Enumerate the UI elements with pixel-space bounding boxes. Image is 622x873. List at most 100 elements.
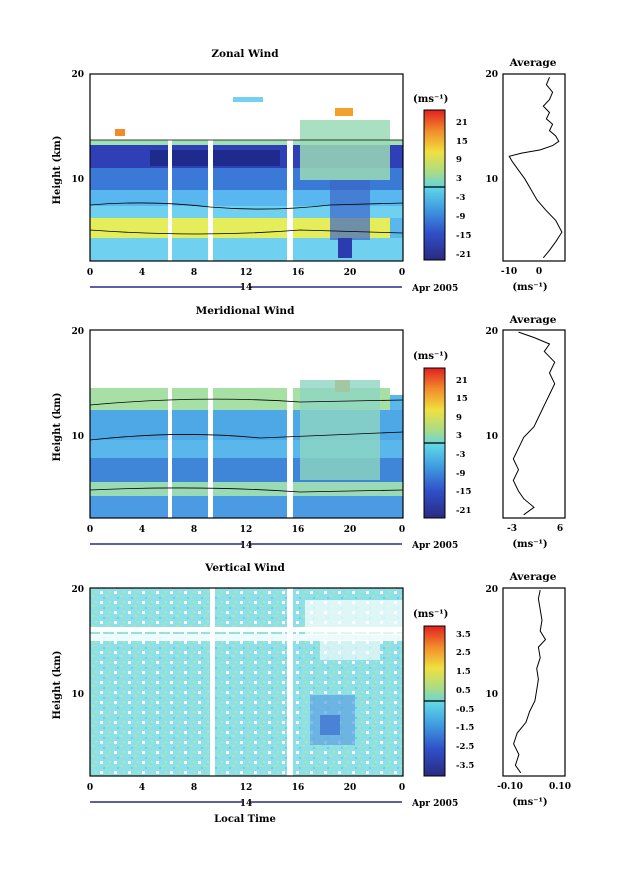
meridional-colorbar: (ms⁻¹) 21 15 9 3 -3 -9 -15 -21 bbox=[413, 351, 471, 519]
vertical-heatmap bbox=[90, 588, 403, 776]
svg-text:-0.5: -0.5 bbox=[456, 705, 474, 715]
vertical-ylabel: Height (km) bbox=[52, 651, 63, 720]
svg-text:20: 20 bbox=[485, 585, 498, 595]
meridional-ylabel: Height (km) bbox=[52, 393, 63, 462]
svg-text:-15: -15 bbox=[456, 487, 471, 497]
svg-text:3: 3 bbox=[456, 431, 462, 441]
svg-text:-9: -9 bbox=[456, 469, 466, 479]
svg-text:20: 20 bbox=[344, 525, 357, 535]
panel-meridional-wind: Meridional Wind 0 4 8 12 16 20 0 bbox=[52, 305, 566, 551]
svg-text:20: 20 bbox=[344, 783, 357, 793]
svg-text:Apr 2005: Apr 2005 bbox=[411, 284, 458, 294]
meridional-profile: Average 20 10 -3 6 (ms⁻¹) bbox=[485, 314, 566, 550]
svg-text:10: 10 bbox=[71, 432, 84, 442]
zonal-y-ticks: 20 10 bbox=[71, 70, 84, 185]
zonal-x-ticks: 0 4 8 12 16 20 0 bbox=[87, 268, 405, 278]
svg-text:-3.5: -3.5 bbox=[456, 761, 474, 771]
zonal-ylabel: Height (km) bbox=[52, 136, 63, 205]
svg-text:20: 20 bbox=[485, 70, 498, 80]
vertical-day-axis: 14 Apr 2005 bbox=[90, 798, 458, 809]
svg-text:15: 15 bbox=[456, 394, 468, 404]
svg-text:(ms⁻¹): (ms⁻¹) bbox=[512, 797, 547, 808]
svg-text:-21: -21 bbox=[456, 250, 471, 260]
svg-text:-10: -10 bbox=[501, 267, 517, 277]
svg-text:20: 20 bbox=[71, 70, 84, 80]
svg-text:10: 10 bbox=[71, 690, 84, 700]
meridional-day-axis: 14 Apr 2005 bbox=[90, 540, 458, 551]
svg-text:8: 8 bbox=[191, 268, 197, 278]
svg-text:12: 12 bbox=[240, 525, 253, 535]
svg-text:15: 15 bbox=[456, 137, 468, 147]
svg-text:(ms⁻¹): (ms⁻¹) bbox=[413, 351, 448, 362]
svg-text:12: 12 bbox=[240, 783, 253, 793]
svg-text:-3: -3 bbox=[456, 193, 466, 203]
svg-text:9: 9 bbox=[456, 413, 462, 423]
svg-text:0: 0 bbox=[399, 268, 405, 278]
meridional-profile-line bbox=[512, 331, 556, 516]
svg-text:8: 8 bbox=[191, 783, 197, 793]
zonal-day-axis: 14 Apr 2005 bbox=[90, 283, 458, 294]
panel-zonal-wind: Zonal Wind 0 4 8 bbox=[52, 48, 566, 294]
svg-text:Apr 2005: Apr 2005 bbox=[411, 799, 458, 809]
svg-text:0: 0 bbox=[87, 525, 93, 535]
svg-text:10: 10 bbox=[71, 175, 84, 185]
vertical-profile-line bbox=[513, 589, 547, 774]
svg-text:-0.10: -0.10 bbox=[497, 782, 523, 792]
svg-text:10: 10 bbox=[485, 690, 498, 700]
meridional-x-ticks: 0 4 8 12 16 20 0 bbox=[87, 525, 405, 535]
svg-text:14: 14 bbox=[240, 283, 253, 293]
svg-text:21: 21 bbox=[456, 118, 468, 128]
svg-text:-15: -15 bbox=[456, 231, 471, 241]
x-axis-label: Local Time bbox=[214, 814, 276, 825]
svg-text:-2.5: -2.5 bbox=[456, 742, 474, 752]
svg-text:0.5: 0.5 bbox=[456, 686, 471, 696]
svg-text:4: 4 bbox=[139, 525, 145, 535]
svg-text:10: 10 bbox=[485, 432, 498, 442]
meridional-y-ticks: 20 10 bbox=[71, 327, 84, 442]
vertical-colorbar: (ms⁻¹) 3.5 2.5 1.5 0.5 -0.5 -1.5 -2.5 -3… bbox=[413, 609, 474, 777]
svg-text:-9: -9 bbox=[456, 212, 466, 222]
zonal-colorbar: (ms⁻¹) 21 15 9 3 -3 -9 -15 -21 bbox=[413, 94, 471, 261]
svg-text:3: 3 bbox=[456, 174, 462, 184]
svg-text:21: 21 bbox=[456, 376, 468, 386]
svg-text:8: 8 bbox=[191, 525, 197, 535]
vertical-title: Vertical Wind bbox=[204, 562, 285, 574]
meridional-heatmap bbox=[89, 330, 404, 518]
svg-text:-3: -3 bbox=[507, 524, 517, 534]
svg-text:0: 0 bbox=[536, 267, 542, 277]
svg-text:(ms⁻¹): (ms⁻¹) bbox=[512, 539, 547, 550]
svg-text:6: 6 bbox=[557, 524, 563, 534]
svg-text:(ms⁻¹): (ms⁻¹) bbox=[413, 94, 448, 105]
svg-text:20: 20 bbox=[71, 585, 84, 595]
svg-text:-3: -3 bbox=[456, 450, 466, 460]
zonal-profile-title: Average bbox=[509, 57, 557, 69]
svg-text:10: 10 bbox=[485, 175, 498, 185]
svg-text:0: 0 bbox=[87, 783, 93, 793]
meridional-title: Meridional Wind bbox=[196, 305, 295, 317]
svg-text:0.10: 0.10 bbox=[549, 782, 571, 792]
svg-text:0: 0 bbox=[87, 268, 93, 278]
panel-vertical-wind: Vertical Wind 0 4 8 12 16 20 0 20 10 bbox=[52, 562, 571, 825]
svg-text:16: 16 bbox=[292, 783, 305, 793]
vertical-profile: Average 20 10 -0.10 0.10 (ms⁻¹) bbox=[485, 571, 570, 808]
svg-text:16: 16 bbox=[292, 268, 305, 278]
meridional-profile-title: Average bbox=[509, 314, 557, 326]
svg-text:4: 4 bbox=[139, 783, 145, 793]
svg-text:9: 9 bbox=[456, 155, 462, 165]
svg-text:1.5: 1.5 bbox=[456, 667, 471, 677]
svg-text:-1.5: -1.5 bbox=[456, 723, 474, 733]
vertical-profile-title: Average bbox=[509, 571, 557, 583]
zonal-heatmap bbox=[89, 74, 404, 261]
vertical-x-ticks: 0 4 8 12 16 20 0 bbox=[87, 783, 405, 793]
svg-text:16: 16 bbox=[292, 525, 305, 535]
svg-text:2.5: 2.5 bbox=[456, 648, 471, 658]
svg-text:(ms⁻¹): (ms⁻¹) bbox=[413, 609, 448, 620]
svg-text:0: 0 bbox=[399, 783, 405, 793]
svg-text:14: 14 bbox=[240, 799, 253, 809]
zonal-title: Zonal Wind bbox=[211, 48, 279, 60]
svg-text:3.5: 3.5 bbox=[456, 630, 471, 640]
svg-text:Apr 2005: Apr 2005 bbox=[411, 541, 458, 551]
vertical-y-ticks: 20 10 bbox=[71, 585, 84, 700]
svg-text:20: 20 bbox=[71, 327, 84, 337]
